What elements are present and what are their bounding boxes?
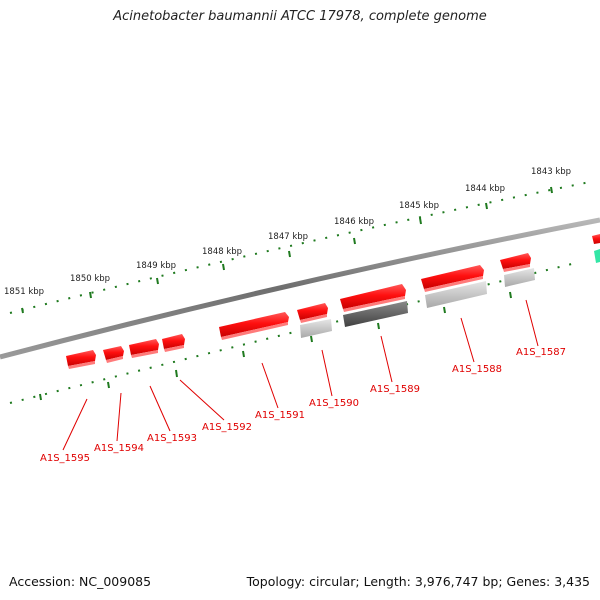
gray-block-a1s-1590[interactable] [300, 319, 332, 338]
gene-block-a1s-1595[interactable] [66, 350, 96, 366]
outer-scale: 1851 kbp 1850 kbp 1849 kbp 1848 kbp 1847… [4, 167, 591, 314]
gray-block-a1s-1589[interactable] [343, 301, 408, 327]
gray-block-a1s-1587[interactable] [504, 268, 535, 287]
teal-feature-edge[interactable] [594, 249, 600, 263]
gene-block-a1s-1590[interactable] [297, 303, 328, 320]
gene-label-a1s-1595[interactable]: A1S_1595 [40, 453, 90, 464]
accession-text: Accession: NC_009085 [9, 574, 152, 589]
scale-label-1844: 1844 kbp [465, 184, 505, 194]
genome-backbone [0, 217, 600, 360]
gene-label-a1s-1594[interactable]: A1S_1594 [94, 443, 144, 454]
gene-labels: A1S_1595 A1S_1594 A1S_1593 A1S_1592 A1S_… [40, 347, 566, 464]
scale-label-1847: 1847 kbp [268, 232, 308, 242]
forward-genes [66, 234, 600, 369]
gene-block-a1s-1589[interactable] [340, 284, 406, 309]
label-leader-lines [62, 299, 539, 451]
gene-block-a1s-1591[interactable] [219, 312, 289, 337]
scale-label-1849: 1849 kbp [136, 261, 176, 271]
gene-label-a1s-1588[interactable]: A1S_1588 [452, 364, 502, 375]
genome-summary-text: Topology: circular; Length: 3,976,747 bp… [246, 574, 590, 589]
scale-label-1848: 1848 kbp [202, 247, 242, 257]
gene-block-a1s-1588[interactable] [421, 265, 484, 289]
inner-scale [9, 261, 581, 404]
reverse-genes [300, 249, 600, 338]
scale-label-1850: 1850 kbp [70, 274, 110, 284]
gray-block-a1s-1588[interactable] [425, 281, 487, 308]
gene-label-a1s-1587[interactable]: A1S_1587 [516, 347, 566, 358]
gene-block-a1s-1594[interactable] [103, 346, 124, 360]
gene-label-a1s-1592[interactable]: A1S_1592 [202, 422, 252, 433]
gene-label-a1s-1590[interactable]: A1S_1590 [309, 398, 359, 409]
inner-major-ticks [39, 291, 512, 401]
scale-label-1843: 1843 kbp [531, 167, 571, 177]
gene-label-a1s-1593[interactable]: A1S_1593 [147, 433, 197, 444]
partial-gene-edge[interactable] [592, 234, 600, 244]
gene-label-a1s-1591[interactable]: A1S_1591 [255, 410, 305, 421]
gene-block-a1s-1593[interactable] [129, 339, 159, 355]
gene-label-a1s-1589[interactable]: A1S_1589 [370, 384, 420, 395]
gene-block-a1s-1587[interactable] [500, 253, 531, 269]
scale-label-1846: 1846 kbp [334, 217, 374, 227]
outer-major-ticks [21, 186, 553, 314]
scale-label-1851: 1851 kbp [4, 287, 44, 297]
scale-label-1845: 1845 kbp [399, 201, 439, 211]
map-title: Acinetobacter baumannii ATCC 17978, comp… [113, 9, 487, 24]
gene-block-a1s-1592[interactable] [162, 334, 185, 349]
